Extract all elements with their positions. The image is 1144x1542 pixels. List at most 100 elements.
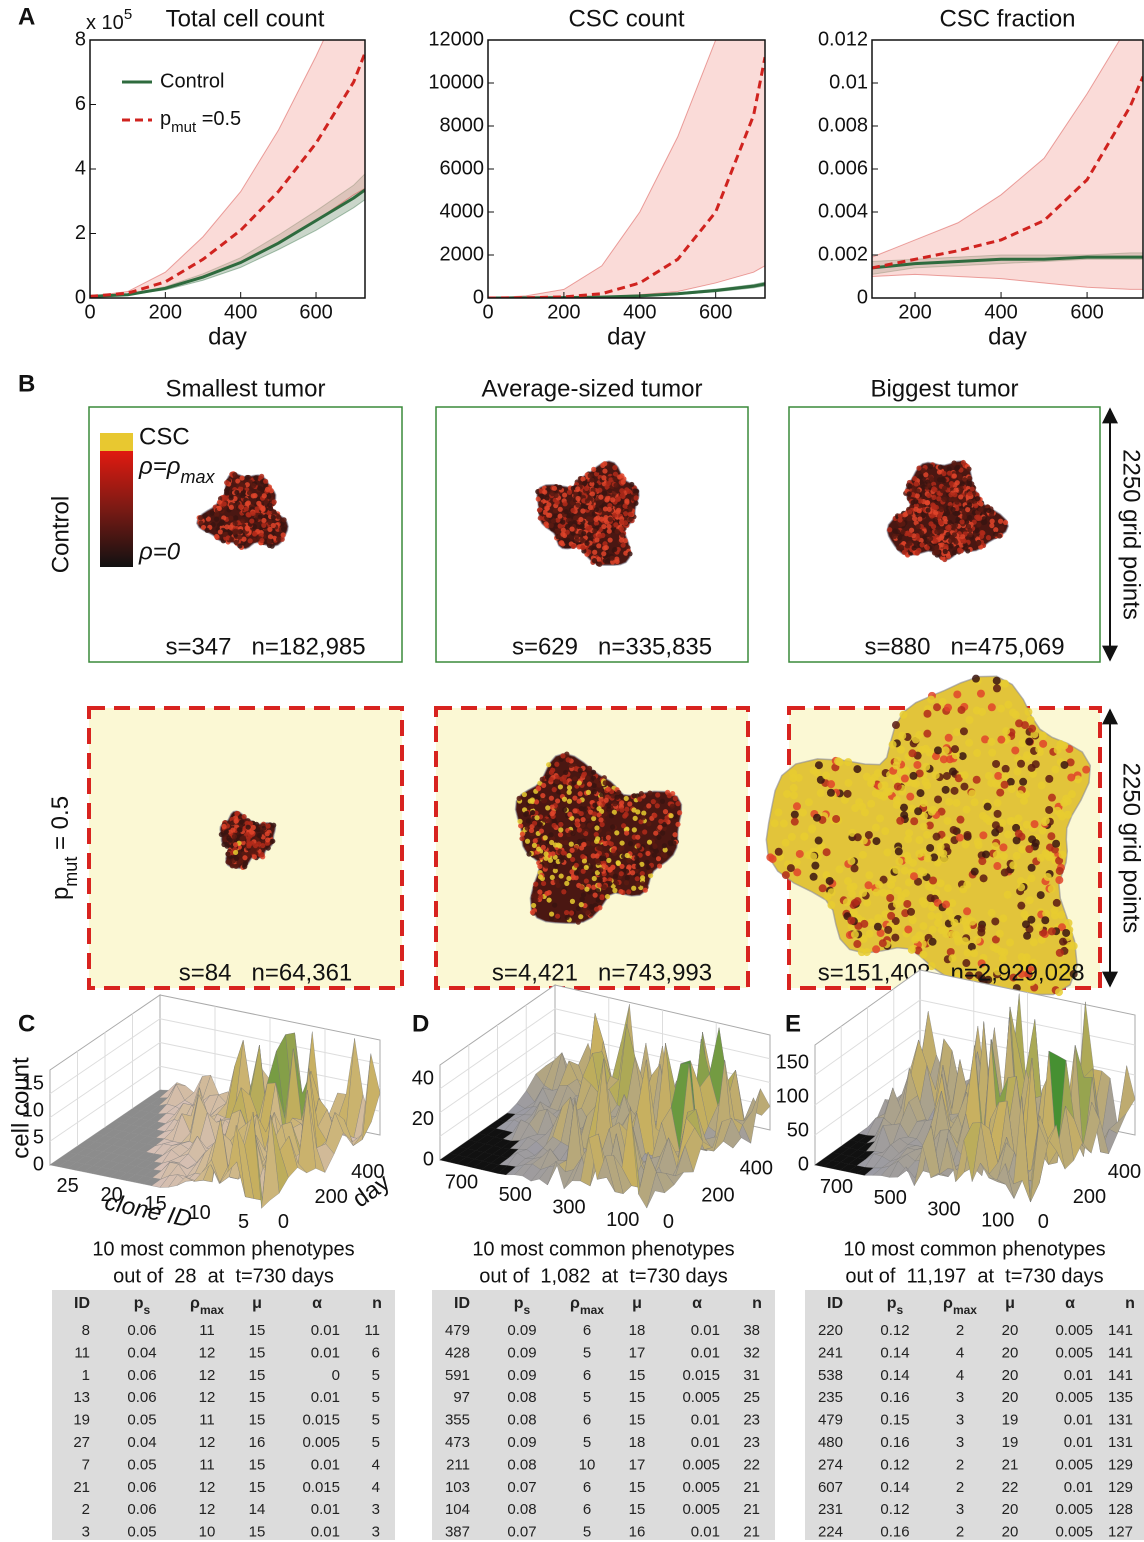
cell-cluster: [635, 882, 640, 887]
cell-cluster: [537, 507, 542, 512]
cell-cluster: [592, 550, 597, 555]
cell-cluster: [851, 931, 859, 939]
cell-cluster: [559, 858, 564, 863]
cell-cluster: [771, 819, 779, 827]
table-cell: 0.01: [691, 1412, 720, 1429]
cell-cluster: [960, 481, 965, 486]
front-tick-label: 300: [552, 1196, 585, 1218]
cell-cluster: [538, 874, 543, 879]
cell-cluster: [914, 481, 919, 486]
cell-cluster: [904, 925, 912, 933]
cell-cluster: [1028, 835, 1036, 843]
cell-cluster: [908, 946, 916, 954]
cell-cluster: [602, 491, 607, 496]
cell-cluster: [537, 889, 542, 894]
cell-cluster: [616, 860, 621, 865]
table-title: 10 most common phenotypes: [843, 1238, 1105, 1260]
cell-cluster: [592, 876, 597, 881]
table-cell: 0.12: [880, 1322, 909, 1339]
table-header: μ: [252, 1295, 262, 1312]
cell-cluster: [569, 910, 574, 915]
cell-cluster: [238, 486, 243, 491]
cell-cluster: [562, 797, 567, 802]
tumor-size: s=4,421: [492, 959, 578, 986]
table-cell: 141: [1108, 1367, 1133, 1384]
cell-cluster: [967, 491, 972, 496]
cell-cluster: [601, 475, 606, 480]
cell-cluster: [866, 930, 874, 938]
cell-cluster: [555, 914, 560, 919]
cell-cluster: [1017, 902, 1025, 910]
cell-cluster: [265, 487, 270, 492]
cell-cluster: [579, 806, 584, 811]
colorbar-density: [100, 451, 133, 567]
table-cell: 16: [249, 1434, 266, 1451]
cell-cluster: [966, 466, 971, 471]
panel-label: B: [18, 370, 35, 397]
cell-cluster: [533, 838, 538, 843]
cell-cluster: [229, 495, 234, 500]
cell-cluster: [622, 503, 627, 508]
cell-cluster: [895, 847, 903, 855]
cell-cluster: [639, 791, 644, 796]
cell-cluster: [951, 460, 956, 465]
cell-cluster: [923, 782, 931, 790]
cell-cluster: [943, 549, 948, 554]
table-header: α: [1065, 1295, 1075, 1312]
cell-cluster: [942, 786, 950, 794]
cell-cluster: [281, 526, 286, 531]
subscript: mut: [171, 119, 197, 136]
cell-cluster: [946, 525, 951, 530]
cell-cluster: [956, 834, 964, 842]
cell-cluster: [1042, 849, 1050, 857]
cell-cluster: [961, 460, 966, 465]
cell-cluster: [979, 831, 987, 839]
cell-cluster: [934, 746, 942, 754]
cell-cluster: [584, 887, 589, 892]
tumor-size: s=629: [512, 633, 578, 660]
cell-cluster: [799, 809, 807, 817]
cell-cluster: [234, 811, 239, 816]
table-cell: 3: [372, 1501, 380, 1518]
cell-cluster: [909, 779, 917, 787]
cell-cluster: [943, 544, 948, 549]
cell-cluster: [1028, 764, 1036, 772]
x-tick-label: 600: [1070, 301, 1103, 323]
cell-cluster: [586, 549, 591, 554]
cell-cluster: [537, 864, 542, 869]
cell-cluster: [899, 711, 907, 719]
cell-cluster: [854, 833, 862, 841]
cell-cluster: [585, 910, 590, 915]
table-cell: 27: [73, 1434, 90, 1451]
table-cell: 0.015: [682, 1367, 720, 1384]
cell-cluster: [963, 881, 971, 889]
cell-cluster: [531, 903, 536, 908]
cell-cluster: [567, 799, 572, 804]
table-cell: 231: [818, 1501, 843, 1518]
cell-cluster: [229, 505, 234, 510]
y-tick-label: 8000: [440, 114, 485, 136]
front-tick-label: 700: [820, 1176, 853, 1198]
subscript: max: [953, 1303, 977, 1317]
cell-cluster: [891, 934, 899, 942]
cell-cluster: [967, 515, 972, 520]
cell-cluster: [988, 909, 996, 917]
cell-cluster: [249, 830, 254, 835]
cell-cluster: [1066, 942, 1074, 950]
x-axis-label: day: [607, 323, 646, 350]
cell-cluster: [933, 518, 938, 523]
subscript: s: [897, 1303, 904, 1317]
cell-cluster: [923, 710, 931, 718]
cell-cluster: [905, 829, 913, 837]
cell-cluster: [260, 506, 265, 511]
cell-cluster: [836, 865, 844, 873]
cell-cluster: [967, 481, 972, 486]
table-cell: 15: [249, 1412, 266, 1429]
cell-cluster: [252, 531, 257, 536]
cell-cluster: [244, 506, 249, 511]
cell-cluster: [569, 842, 574, 847]
cell-cluster: [1053, 807, 1061, 815]
colorbar-csc: [100, 433, 133, 451]
cell-cluster: [556, 842, 561, 847]
cell-cluster: [570, 831, 575, 836]
